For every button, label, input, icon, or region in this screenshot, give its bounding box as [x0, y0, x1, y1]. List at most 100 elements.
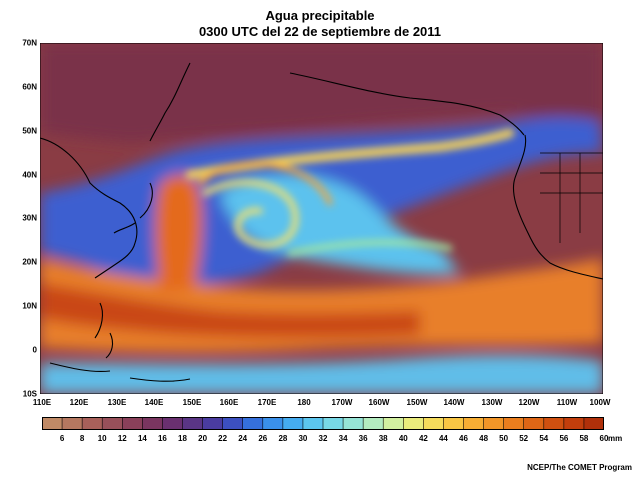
swirl-arm — [202, 179, 299, 248]
swirl-outer — [197, 161, 333, 206]
colorbar-unit: mm — [608, 434, 623, 443]
colorbar-swatch — [202, 417, 223, 430]
colorbar-label: 38 — [378, 434, 388, 443]
colorbar-swatch — [503, 417, 525, 430]
lon-label: 160E — [219, 398, 239, 407]
colorbar-label: 12 — [117, 434, 127, 443]
midpacific-cyan — [220, 174, 460, 275]
lon-label: 130E — [107, 398, 127, 407]
lat-label: 60N — [22, 82, 37, 92]
colorbar-label: 18 — [178, 434, 187, 443]
colorbar-swatch — [42, 417, 63, 430]
indonesia — [49, 362, 191, 382]
colorbar-label: 60 — [599, 434, 609, 443]
political-borders — [540, 152, 603, 243]
colorbar-swatch — [383, 417, 404, 430]
credit-line: NCEP/The COMET Program — [527, 463, 632, 472]
colorbar-swatch — [302, 417, 324, 430]
colorbar-swatch — [122, 417, 143, 430]
colorbar-swatch — [563, 417, 585, 430]
colorbar-label: 56 — [559, 434, 569, 443]
japan-islands — [113, 182, 153, 234]
colorbar-label: 44 — [438, 434, 448, 443]
colorbar-frame — [42, 417, 604, 430]
colorbar-swatch — [443, 417, 464, 430]
colorbar-label: 26 — [258, 434, 268, 443]
colorbar-swatch — [222, 417, 244, 430]
colorbar-label: 14 — [137, 434, 147, 443]
colorbar-swatch — [583, 417, 604, 430]
colorbar-swatch — [82, 417, 103, 430]
lon-label: 150E — [182, 398, 202, 407]
colorbar-label: 40 — [398, 434, 408, 443]
colorbar-label: 30 — [298, 434, 308, 443]
colorbar-swatch — [282, 417, 304, 430]
colorbar-swatch — [142, 417, 163, 430]
colorbar-swatch — [543, 417, 565, 430]
colorbar-label: 42 — [418, 434, 428, 443]
colorbar-label: 50 — [499, 434, 509, 443]
colorbar-swatch — [262, 417, 284, 430]
colorbar-swatch — [423, 417, 444, 430]
lon-label: 140E — [144, 398, 164, 407]
colorbar-label: 58 — [579, 434, 589, 443]
colorbar-swatch — [343, 417, 364, 430]
colorbar-swatch — [523, 417, 545, 430]
asia-coast — [40, 137, 138, 279]
lat-label: 20N — [22, 257, 37, 267]
colorbar-label: 36 — [358, 434, 368, 443]
equatorial-wet-core — [40, 283, 420, 338]
colorbar-swatch — [162, 417, 183, 430]
lon-label: 120W — [518, 398, 540, 407]
colorbar-label: 10 — [97, 434, 107, 443]
southern-cyan — [40, 355, 603, 394]
colorbar-swatch — [102, 417, 123, 430]
lon-label: 120E — [69, 398, 89, 407]
colorbar-label: 54 — [539, 434, 549, 443]
lon-label: 180 — [297, 398, 311, 407]
colorbar-label: 34 — [338, 434, 348, 443]
north-america-coast — [512, 134, 603, 280]
lon-label: 140W — [443, 398, 465, 407]
lat-label: 10S — [22, 389, 37, 399]
colorbar-label: 52 — [519, 434, 529, 443]
colorbar-label: 22 — [218, 434, 228, 443]
lon-label: 170E — [257, 398, 277, 407]
lon-label: 170W — [331, 398, 353, 407]
colorbar — [42, 417, 604, 430]
colorbar-swatch — [403, 417, 424, 430]
lat-label: 40N — [22, 170, 37, 180]
lat-label: 50N — [22, 126, 37, 136]
colorbar-swatch — [242, 417, 264, 430]
lat-label: 10N — [22, 301, 37, 311]
colorbar-swatch — [463, 417, 484, 430]
precipitable-water-map — [40, 43, 603, 394]
colorbar-swatch — [483, 417, 504, 430]
lon-label: 150W — [406, 398, 428, 407]
lon-label: 130W — [481, 398, 503, 407]
lon-label: 110E — [32, 398, 52, 407]
colorbar-swatch — [323, 417, 344, 430]
northern-dry-band — [40, 43, 603, 143]
colorbar-label: 20 — [198, 434, 208, 443]
lat-label: 0 — [32, 345, 37, 355]
colorbar-swatch — [182, 417, 203, 430]
colorbar-label: 28 — [278, 434, 288, 443]
colorbar-swatch — [62, 417, 83, 430]
colorbar-swatch — [363, 417, 384, 430]
western-plume — [155, 174, 203, 293]
alaska-coast — [289, 72, 525, 136]
kamchatka-coast — [149, 62, 191, 142]
map-subtitle: 0300 UTC del 22 de septiembre de 2011 — [198, 24, 442, 39]
colorbar-label: 8 — [79, 434, 85, 443]
colorbar-label: 24 — [238, 434, 248, 443]
lon-label: 110W — [556, 398, 578, 407]
colorbar-label: 32 — [318, 434, 328, 443]
lat-label: 30N — [22, 213, 37, 223]
map-title: Agua precipitable — [265, 8, 375, 23]
lat-label: 70N — [22, 38, 37, 48]
colorbar-label: 16 — [157, 434, 167, 443]
colorbar-label: 6 — [59, 434, 65, 443]
philippines — [94, 302, 114, 359]
midlat-streak — [287, 240, 453, 256]
